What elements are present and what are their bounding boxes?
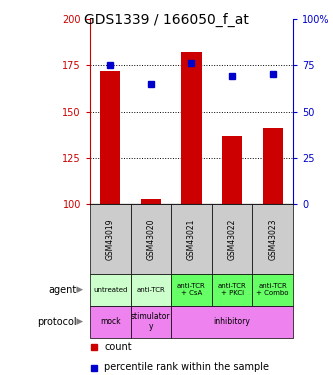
Text: untreated: untreated [93, 286, 128, 292]
Bar [90, 274, 131, 306]
Bar [90, 306, 131, 338]
Text: anti-TCR
+ PKCi: anti-TCR + PKCi [218, 283, 246, 296]
Text: GDS1339 / 166050_f_at: GDS1339 / 166050_f_at [84, 13, 249, 27]
Bar [100, 71, 121, 204]
Text: agent: agent [48, 285, 77, 295]
Bar [90, 204, 131, 274]
Bar [263, 128, 283, 204]
Bar [212, 274, 252, 306]
Bar [171, 274, 212, 306]
Text: inhibitory: inhibitory [214, 317, 250, 326]
Bar [252, 204, 293, 274]
Bar [171, 204, 212, 274]
Bar [141, 199, 161, 204]
Bar [222, 136, 242, 204]
Text: percentile rank within the sample: percentile rank within the sample [104, 363, 269, 372]
Text: GSM43019: GSM43019 [106, 218, 115, 260]
Text: GSM43022: GSM43022 [227, 218, 237, 260]
Text: mock: mock [100, 317, 121, 326]
Bar [131, 204, 171, 274]
Text: GSM43023: GSM43023 [268, 218, 277, 260]
Text: anti-TCR
+ CsA: anti-TCR + CsA [177, 283, 206, 296]
Text: anti-TCR
+ Combo: anti-TCR + Combo [256, 283, 289, 296]
Text: anti-TCR: anti-TCR [137, 286, 165, 292]
Text: protocol: protocol [37, 316, 77, 327]
Bar [212, 204, 252, 274]
Bar [252, 274, 293, 306]
Bar [131, 274, 171, 306]
Text: count: count [104, 342, 132, 352]
Text: stimulator
y: stimulator y [131, 312, 170, 331]
Bar [171, 306, 293, 338]
Text: GSM43020: GSM43020 [146, 218, 156, 260]
Bar [181, 52, 202, 204]
Text: GSM43021: GSM43021 [187, 218, 196, 260]
Bar [131, 306, 171, 338]
